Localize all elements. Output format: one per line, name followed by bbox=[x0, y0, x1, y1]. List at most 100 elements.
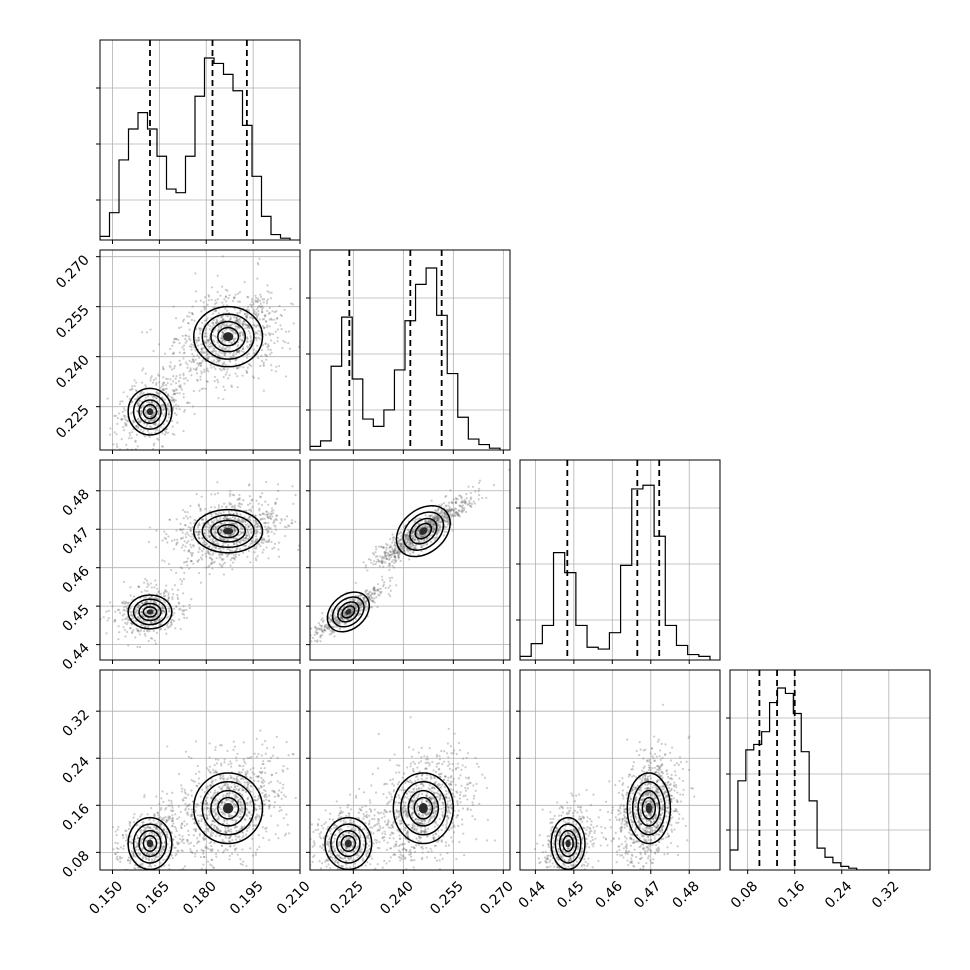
sample-point bbox=[155, 390, 158, 394]
sample-point bbox=[276, 328, 279, 331]
sample-point bbox=[194, 290, 198, 293]
sample-point bbox=[218, 552, 221, 556]
sample-point bbox=[396, 551, 399, 555]
sample-point bbox=[127, 894, 129, 896]
sample-point bbox=[269, 517, 272, 520]
sample-point bbox=[179, 364, 182, 367]
sample-point bbox=[406, 535, 409, 538]
sample-point bbox=[181, 838, 184, 842]
sample-point bbox=[203, 835, 206, 838]
sample-point bbox=[433, 516, 436, 519]
sample-point bbox=[429, 514, 432, 517]
sample-point bbox=[182, 348, 186, 351]
sample-point bbox=[237, 326, 241, 329]
sample-point bbox=[266, 290, 269, 293]
sample-point bbox=[236, 513, 239, 516]
sample-point bbox=[159, 623, 163, 626]
sample-point bbox=[140, 623, 143, 627]
sample-point bbox=[274, 321, 277, 325]
sample-point bbox=[404, 533, 407, 537]
sample-point bbox=[461, 501, 465, 504]
sample-point bbox=[393, 552, 396, 555]
sample-point bbox=[196, 379, 199, 382]
sample-point bbox=[102, 455, 104, 457]
sample-point bbox=[268, 538, 271, 541]
sample-point bbox=[442, 502, 446, 505]
sample-point bbox=[172, 607, 176, 610]
sample-point bbox=[419, 535, 422, 538]
sample-point bbox=[319, 640, 322, 643]
sample-point bbox=[234, 319, 237, 323]
sample-point bbox=[435, 532, 439, 536]
sample-point bbox=[406, 532, 409, 535]
sample-point bbox=[466, 503, 469, 506]
sample-point bbox=[454, 497, 458, 500]
sample-point bbox=[217, 506, 220, 509]
sample-point bbox=[321, 620, 325, 623]
sample-point bbox=[159, 627, 163, 630]
sample-point bbox=[396, 551, 399, 555]
sample-point bbox=[176, 588, 180, 592]
sample-point bbox=[154, 579, 157, 582]
sample-point bbox=[391, 541, 394, 544]
sample-point bbox=[233, 529, 237, 533]
sample-point bbox=[377, 545, 381, 548]
sample-point bbox=[189, 369, 192, 372]
sample-point bbox=[174, 399, 178, 402]
sample-point bbox=[404, 533, 407, 536]
sample-point bbox=[342, 618, 345, 621]
sample-point bbox=[348, 617, 351, 620]
sample-point bbox=[167, 597, 171, 600]
sample-point bbox=[217, 815, 220, 818]
sample-point bbox=[279, 521, 282, 525]
sample-point bbox=[159, 618, 162, 621]
sample-point bbox=[170, 802, 173, 805]
sample-point bbox=[223, 347, 227, 350]
sample-point bbox=[199, 508, 202, 511]
sample-point bbox=[284, 534, 287, 538]
sample-point bbox=[246, 783, 250, 786]
sample-point bbox=[250, 530, 254, 533]
sample-point bbox=[338, 621, 341, 624]
sample-point bbox=[314, 630, 317, 634]
sample-point bbox=[164, 430, 167, 433]
sample-point bbox=[168, 405, 171, 408]
sample-point bbox=[354, 603, 357, 606]
sample-point bbox=[205, 353, 209, 357]
sample-point bbox=[130, 400, 134, 403]
sample-point bbox=[247, 503, 250, 506]
sample-point bbox=[155, 631, 159, 634]
sample-point bbox=[457, 514, 461, 517]
sample-point bbox=[165, 584, 168, 587]
sample-point bbox=[116, 608, 120, 611]
sample-point bbox=[224, 347, 227, 350]
sample-point bbox=[149, 614, 152, 617]
sample-point bbox=[120, 417, 123, 421]
sample-point bbox=[276, 824, 279, 827]
sample-point bbox=[222, 547, 225, 550]
sample-point bbox=[151, 846, 154, 849]
sample-point bbox=[424, 520, 427, 523]
sample-point bbox=[232, 512, 235, 515]
sample-point bbox=[393, 552, 397, 555]
sample-point bbox=[429, 521, 432, 525]
sample-point bbox=[144, 577, 147, 581]
sample-point bbox=[202, 547, 205, 551]
sample-point bbox=[238, 338, 242, 341]
sample-point bbox=[199, 329, 202, 332]
sample-point bbox=[137, 604, 140, 607]
sample-point bbox=[163, 352, 167, 355]
sample-point bbox=[229, 317, 232, 321]
sample-point bbox=[291, 303, 294, 306]
sample-point bbox=[354, 606, 357, 609]
sample-point bbox=[359, 603, 362, 606]
sample-point bbox=[166, 394, 169, 397]
sample-point bbox=[155, 620, 158, 623]
sample-point bbox=[433, 536, 436, 539]
sample-point bbox=[150, 595, 153, 598]
sample-point bbox=[273, 542, 277, 545]
sample-point bbox=[121, 602, 125, 605]
sample-point bbox=[160, 831, 163, 834]
sample-point bbox=[251, 505, 254, 508]
